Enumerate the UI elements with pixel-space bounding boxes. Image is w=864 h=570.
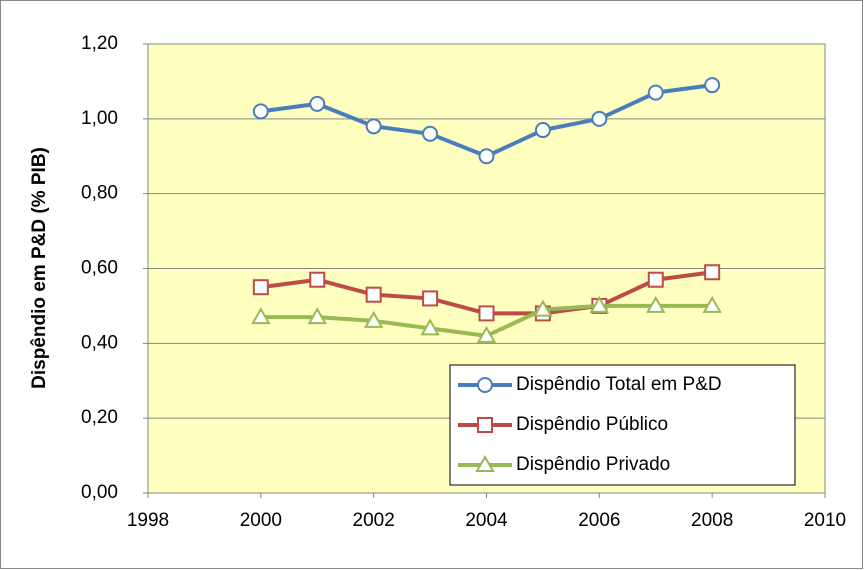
marker — [422, 290, 439, 307]
marker — [478, 148, 495, 165]
marker — [252, 279, 269, 296]
y-tick-label: 0,00 — [81, 482, 118, 503]
marker — [533, 299, 553, 317]
marker — [646, 295, 666, 313]
y-tick-label: 1,20 — [81, 33, 118, 54]
marker — [591, 110, 608, 127]
marker — [704, 77, 721, 94]
marker — [307, 307, 327, 325]
legend-label: Dispêndio Privado — [516, 454, 670, 475]
y-tick-label: 1,00 — [81, 108, 118, 129]
y-tick-label: 0,60 — [81, 258, 118, 279]
marker — [476, 325, 497, 343]
legend-label: Dispêndio Total em P&D — [516, 374, 722, 395]
marker — [309, 95, 326, 112]
legend-marker — [477, 417, 493, 433]
marker — [363, 310, 384, 328]
marker — [251, 307, 271, 325]
marker — [647, 271, 664, 288]
marker — [589, 295, 610, 313]
marker — [422, 125, 439, 142]
x-tick-label: 1998 — [127, 510, 169, 531]
marker — [420, 318, 440, 336]
marker — [704, 264, 721, 281]
marker — [365, 118, 382, 135]
x-tick-label: 2004 — [465, 510, 508, 531]
y-axis-label: Dispêndio em P&D (% PIB) — [29, 147, 50, 389]
marker — [252, 103, 269, 120]
marker — [702, 295, 722, 313]
marker — [478, 305, 495, 322]
x-tick-label: 2006 — [578, 510, 620, 531]
y-tick-label: 0,20 — [81, 407, 118, 428]
y-tick-label: 0,80 — [81, 183, 118, 204]
x-tick-label: 2010 — [804, 510, 846, 531]
marker — [534, 122, 551, 139]
legend-marker — [477, 377, 493, 393]
marker — [365, 286, 382, 303]
y-tick-label: 0,40 — [81, 332, 118, 353]
legend-label: Dispêndio Público — [516, 414, 668, 435]
x-tick-label: 2008 — [691, 510, 733, 531]
marker — [647, 84, 664, 101]
legend-marker — [475, 454, 495, 472]
x-tick-label: 2002 — [353, 510, 395, 531]
marker — [309, 271, 326, 288]
x-tick-label: 2000 — [240, 510, 282, 531]
